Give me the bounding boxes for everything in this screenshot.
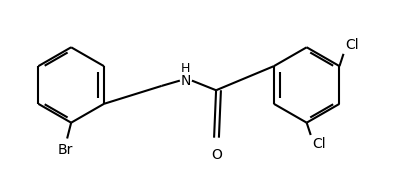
Text: Cl: Cl: [345, 38, 359, 52]
Text: N: N: [181, 74, 191, 88]
Text: Br: Br: [57, 143, 73, 157]
Text: Cl: Cl: [313, 137, 326, 151]
Text: O: O: [211, 148, 222, 162]
Text: H: H: [181, 62, 191, 75]
